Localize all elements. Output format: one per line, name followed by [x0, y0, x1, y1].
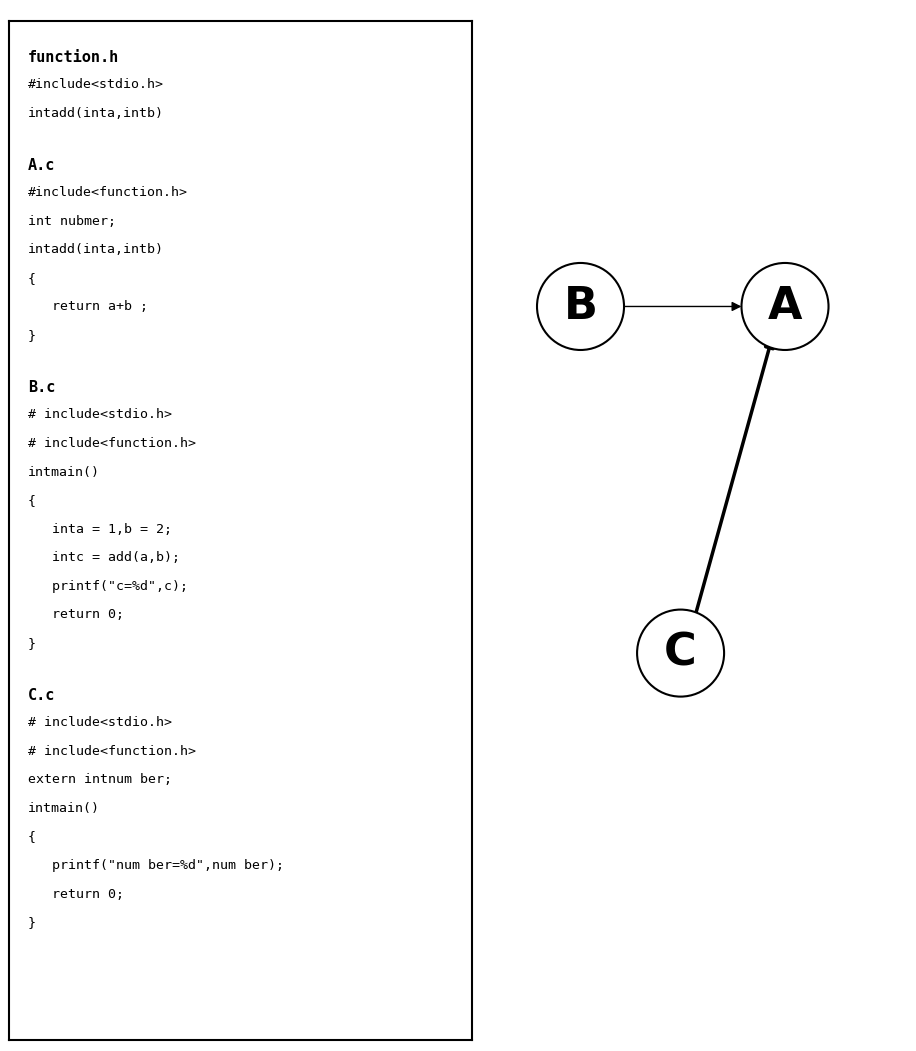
Text: C: C [664, 632, 697, 675]
Text: A.c: A.c [27, 158, 55, 172]
Text: {: { [27, 830, 36, 844]
Text: intc = add(a,b);: intc = add(a,b); [27, 551, 180, 564]
Text: printf("num ber=%d",num ber);: printf("num ber=%d",num ber); [27, 859, 284, 872]
Text: }: } [27, 329, 36, 342]
Text: B: B [563, 285, 597, 328]
Text: extern intnum ber;: extern intnum ber; [27, 774, 171, 786]
Text: #include<stdio.h>: #include<stdio.h> [27, 78, 164, 91]
Text: function.h: function.h [27, 49, 119, 64]
Text: # include<function.h>: # include<function.h> [27, 745, 196, 758]
Text: # include<stdio.h>: # include<stdio.h> [27, 717, 171, 729]
Text: A: A [768, 285, 802, 328]
Text: }: } [27, 637, 36, 650]
Text: int nubmer;: int nubmer; [27, 214, 115, 228]
Text: {: { [27, 272, 36, 285]
Text: {: { [27, 494, 36, 507]
Ellipse shape [741, 263, 828, 350]
Text: B.c: B.c [27, 379, 55, 395]
Text: # include<stdio.h>: # include<stdio.h> [27, 409, 171, 421]
Text: C.c: C.c [27, 687, 55, 703]
Text: return a+b ;: return a+b ; [27, 301, 147, 313]
Text: intadd(inta,intb): intadd(inta,intb) [27, 243, 164, 256]
Text: # include<function.h>: # include<function.h> [27, 437, 196, 450]
Text: intadd(inta,intb): intadd(inta,intb) [27, 106, 164, 120]
Text: printf("c=%d",c);: printf("c=%d",c); [27, 580, 188, 593]
Text: return 0;: return 0; [27, 609, 124, 621]
Text: }: } [27, 916, 36, 929]
Text: return 0;: return 0; [27, 888, 124, 901]
Text: #include<function.h>: #include<function.h> [27, 186, 188, 200]
Text: intmain(): intmain() [27, 466, 100, 478]
Ellipse shape [537, 263, 624, 350]
Text: inta = 1,b = 2;: inta = 1,b = 2; [27, 522, 171, 536]
Ellipse shape [637, 610, 724, 697]
Text: intmain(): intmain() [27, 802, 100, 815]
